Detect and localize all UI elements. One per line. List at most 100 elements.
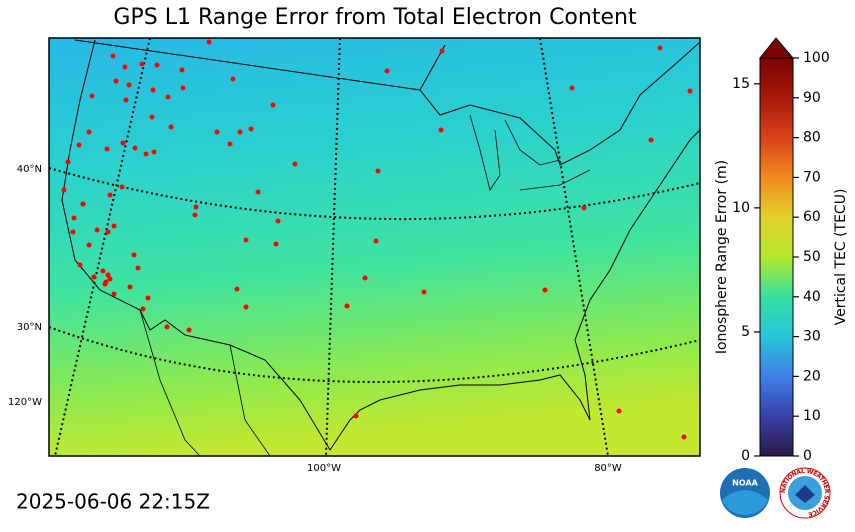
station (227, 141, 233, 147)
station (111, 291, 117, 297)
station (569, 85, 575, 91)
station (687, 88, 693, 94)
station (127, 284, 133, 290)
station (131, 252, 137, 258)
station (140, 306, 146, 312)
station (132, 145, 138, 151)
station (165, 94, 171, 100)
station (61, 187, 67, 193)
map-frame (48, 37, 701, 457)
station (110, 53, 116, 59)
left-axis-label: Ionosphere Range Error (m) (714, 160, 730, 354)
station (275, 218, 281, 224)
station (105, 229, 111, 235)
station (344, 303, 350, 309)
station (107, 192, 113, 198)
map (49, 38, 700, 456)
station (648, 137, 654, 143)
station (384, 68, 390, 74)
tick-label: 40 (803, 289, 821, 305)
station (113, 78, 119, 84)
great-lakes (469, 114, 591, 191)
station (89, 93, 95, 99)
station (65, 159, 71, 165)
station (421, 289, 427, 295)
tick-label: 70 (803, 169, 821, 185)
station (120, 140, 126, 146)
station (91, 274, 97, 280)
station (154, 62, 160, 68)
title: GPS L1 Range Error from Total Electron C… (113, 5, 637, 30)
station (164, 324, 170, 330)
noaa-wave (722, 490, 768, 516)
tick-label: 100 (803, 50, 830, 66)
station (248, 126, 254, 132)
station (104, 146, 110, 152)
tick-label: 90 (803, 90, 821, 106)
station (100, 268, 106, 274)
station (373, 238, 379, 244)
station (292, 161, 298, 167)
station (139, 61, 145, 67)
lon-label: 80°W (594, 463, 622, 474)
station (230, 76, 236, 82)
station (439, 48, 445, 54)
station (243, 304, 249, 310)
station (243, 237, 249, 243)
tec-field (49, 38, 700, 456)
colorbar-extend (758, 37, 795, 59)
tick-label: 20 (803, 368, 821, 384)
station (111, 223, 117, 229)
station (375, 168, 381, 174)
station (193, 204, 199, 210)
station (145, 295, 151, 301)
station (438, 127, 444, 133)
lon-label: 100°W (307, 463, 341, 474)
tick-label: 0 (803, 448, 812, 464)
station (237, 129, 243, 135)
station (273, 241, 279, 247)
colorbar-axes: 0 5 10 15 0 10 20 30 40 50 60 70 80 90 100 (732, 50, 830, 464)
station (70, 229, 76, 235)
tick-label: 60 (803, 209, 821, 225)
station (362, 275, 368, 281)
tick-label: 5 (741, 324, 750, 340)
tick-label: 80 (803, 130, 821, 146)
tick-label: 10 (732, 200, 750, 216)
tick-label: 0 (741, 448, 750, 464)
tick-label: 15 (732, 76, 750, 92)
station (76, 142, 82, 148)
station (151, 149, 157, 155)
tick-label: 10 (803, 408, 821, 424)
noaa-text: NOAA (732, 479, 758, 488)
tick-label: 30 (803, 329, 821, 345)
station (179, 67, 185, 73)
lon-label: 120°W (8, 397, 42, 408)
timestamp: 2025-06-06 22:15Z (16, 490, 210, 514)
station (616, 408, 622, 414)
station (542, 287, 548, 293)
station (214, 129, 220, 135)
station (71, 215, 77, 221)
station (270, 102, 276, 108)
lat-label: 30°N (17, 322, 42, 333)
station (94, 227, 100, 233)
station (192, 212, 198, 218)
stations (61, 39, 693, 440)
station (122, 64, 128, 70)
station (143, 151, 149, 157)
station (86, 242, 92, 248)
station (206, 39, 212, 45)
station (168, 124, 174, 130)
station (150, 87, 156, 93)
station (80, 201, 86, 207)
station (149, 114, 155, 120)
station (255, 189, 261, 195)
station (102, 281, 108, 287)
station (126, 82, 132, 88)
station (119, 184, 125, 190)
nws-logo: NATIONAL WEATHER SERVICE (779, 467, 831, 519)
station (107, 276, 113, 282)
station (681, 434, 687, 440)
